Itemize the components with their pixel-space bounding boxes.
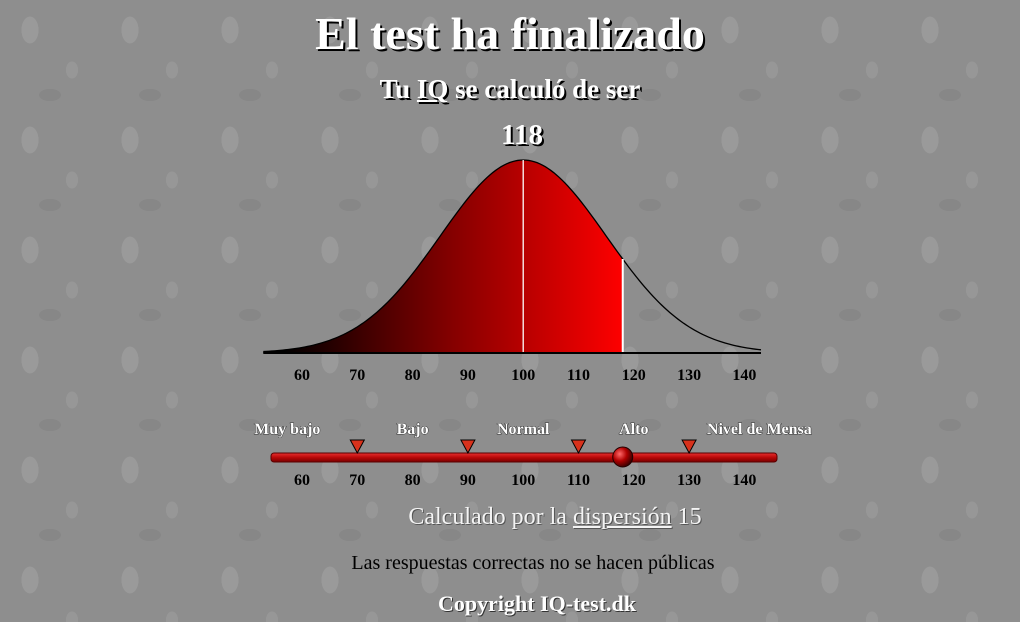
dispersion-line: Calculado por la dispersión 15 bbox=[0, 502, 1020, 532]
chart-tick-label: 90 bbox=[460, 367, 476, 384]
subtitle-prefix: Tu bbox=[379, 74, 411, 104]
copyright: Copyright IQ-test.dk bbox=[437, 591, 636, 616]
disp-value: 15 bbox=[677, 504, 702, 530]
scale-tick-label: 130 bbox=[677, 472, 701, 489]
category-label: Alto bbox=[619, 421, 648, 438]
boundary-marker-icon bbox=[570, 439, 587, 455]
disp-prefix: Calculado por la bbox=[408, 504, 567, 530]
answers-note: Las respuestas correctas no se hacen púb… bbox=[351, 552, 715, 574]
category-label: Nivel de Mensa bbox=[707, 421, 812, 438]
boundary-marker-icon bbox=[349, 439, 366, 455]
chart-tick-label: 120 bbox=[622, 367, 646, 384]
chart-tick-label: 100 bbox=[511, 367, 535, 384]
scale-tick-label: 70 bbox=[349, 472, 365, 489]
scale-tick-label: 100 bbox=[511, 472, 535, 489]
chart-tick-label: 140 bbox=[732, 367, 756, 384]
iq-score: 118 bbox=[501, 119, 543, 151]
subtitle-suffix: se calculó de ser bbox=[455, 74, 641, 104]
category-label: Normal bbox=[497, 421, 550, 438]
bell-filled-area bbox=[263, 160, 623, 353]
category-label: Muy bajo bbox=[254, 421, 320, 438]
boundary-marker-icon bbox=[681, 439, 697, 455]
scale-tick-label: 80 bbox=[405, 472, 421, 489]
bell-curve-outline bbox=[263, 159, 762, 353]
iq-link[interactable]: IQ bbox=[416, 74, 449, 104]
chart-tick-label: 130 bbox=[677, 367, 701, 384]
scale-tick-label: 110 bbox=[567, 472, 590, 489]
chart-tick-label: 80 bbox=[405, 367, 421, 384]
result-subtitle: Tu IQ se calculó de ser bbox=[0, 72, 1020, 106]
chart-tick-label: 70 bbox=[349, 367, 365, 384]
dispersion-link[interactable]: dispersión bbox=[572, 504, 672, 530]
score-knob-icon bbox=[612, 446, 634, 468]
iq-distribution-chart: 60 70 80 90 100 110 120 130 140 Muy bajo Bajo Norm… bbox=[254, 159, 812, 489]
chart-tick-label: 60 bbox=[294, 367, 310, 384]
scale-tick-label: 120 bbox=[622, 472, 646, 489]
scale-tick-label: 140 bbox=[732, 472, 756, 489]
category-label: Bajo bbox=[397, 421, 429, 438]
scale-tick-label: 90 bbox=[460, 472, 476, 489]
scale-tick-label: 60 bbox=[294, 472, 310, 489]
scale-bar bbox=[270, 452, 778, 463]
chart-tick-label: 110 bbox=[567, 367, 590, 384]
page-title: El test ha finalizado bbox=[315, 8, 705, 59]
boundary-marker-icon bbox=[460, 439, 476, 455]
